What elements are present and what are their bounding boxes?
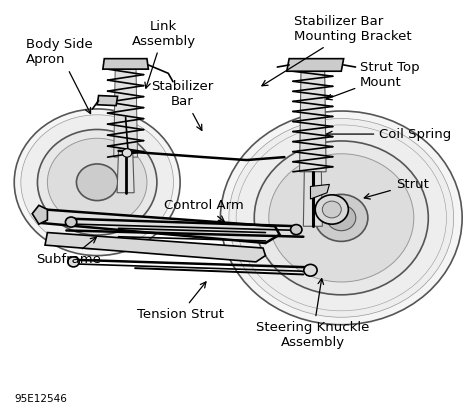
Polygon shape xyxy=(40,210,280,243)
Circle shape xyxy=(76,164,118,201)
Polygon shape xyxy=(303,172,322,226)
Polygon shape xyxy=(32,205,47,224)
Text: 95E12546: 95E12546 xyxy=(14,394,67,404)
Circle shape xyxy=(291,225,302,235)
Text: Strut Top
Mount: Strut Top Mount xyxy=(326,62,420,100)
Circle shape xyxy=(68,257,79,267)
Circle shape xyxy=(315,194,368,241)
Circle shape xyxy=(304,264,317,276)
Circle shape xyxy=(65,217,77,227)
Circle shape xyxy=(327,205,356,231)
Text: Subframe: Subframe xyxy=(36,237,101,266)
Text: Strut: Strut xyxy=(364,178,428,199)
Circle shape xyxy=(37,129,157,235)
Text: Stabilizer Bar
Mounting Bracket: Stabilizer Bar Mounting Bracket xyxy=(262,16,411,86)
Circle shape xyxy=(220,111,462,325)
Circle shape xyxy=(322,201,341,218)
Polygon shape xyxy=(103,59,148,69)
Text: Body Side
Apron: Body Side Apron xyxy=(26,39,93,114)
Circle shape xyxy=(254,141,428,295)
Circle shape xyxy=(315,195,348,224)
Circle shape xyxy=(269,154,414,282)
Circle shape xyxy=(47,138,147,226)
Circle shape xyxy=(21,115,173,250)
Circle shape xyxy=(229,119,454,317)
Polygon shape xyxy=(114,69,137,157)
Polygon shape xyxy=(300,71,326,172)
Text: Link
Assembly: Link Assembly xyxy=(131,20,196,88)
Text: Tension Strut: Tension Strut xyxy=(137,282,224,321)
Text: Steering Knuckle
Assembly: Steering Knuckle Assembly xyxy=(256,279,370,349)
Polygon shape xyxy=(287,59,344,71)
Text: Stabilizer
Bar: Stabilizer Bar xyxy=(151,80,214,130)
Polygon shape xyxy=(117,151,134,193)
Circle shape xyxy=(122,149,132,157)
Polygon shape xyxy=(310,184,329,199)
Polygon shape xyxy=(97,96,118,106)
Text: Control Arm: Control Arm xyxy=(164,199,244,222)
Polygon shape xyxy=(45,233,265,262)
Circle shape xyxy=(14,109,180,256)
Text: Coil Spring: Coil Spring xyxy=(327,127,451,141)
